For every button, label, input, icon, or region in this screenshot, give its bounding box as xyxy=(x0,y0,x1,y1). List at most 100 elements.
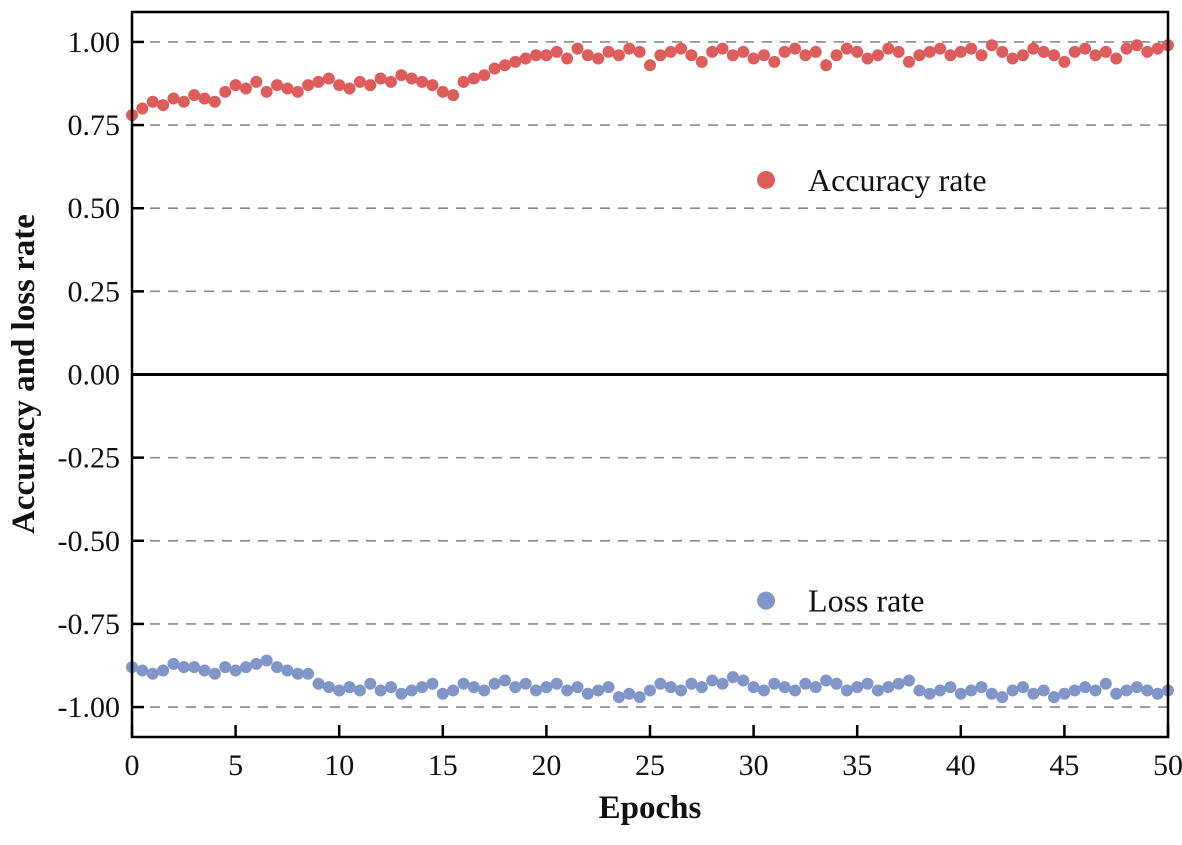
data-point xyxy=(1068,684,1081,697)
data-point xyxy=(157,99,170,112)
data-point xyxy=(1099,45,1112,58)
data-point xyxy=(271,661,284,674)
data-point xyxy=(447,89,460,102)
data-point xyxy=(571,42,584,55)
data-point xyxy=(322,72,335,85)
data-point xyxy=(157,664,170,677)
data-point xyxy=(592,52,605,65)
plot-frame xyxy=(130,10,1170,739)
data-point xyxy=(892,677,905,690)
data-point xyxy=(1130,681,1143,694)
data-point xyxy=(312,677,325,690)
data-point xyxy=(1058,687,1071,700)
data-point xyxy=(1006,684,1019,697)
data-point xyxy=(685,49,698,62)
legend-label: Loss rate xyxy=(808,583,924,619)
data-point xyxy=(229,79,242,92)
data-point xyxy=(757,49,770,62)
data-point xyxy=(1016,681,1029,694)
data-point xyxy=(602,681,615,694)
data-point xyxy=(426,79,439,92)
data-point xyxy=(809,681,822,694)
data-point xyxy=(374,72,387,85)
x-tick-label: 35 xyxy=(842,749,872,782)
chart-legend: Accuracy rate Loss rate xyxy=(757,162,987,619)
axis-tick-labels: 1.00 0.75 0.50 0.25 0.00 -0.25 -0.50 -0.75 -1.00… xyxy=(58,26,1182,782)
data-point xyxy=(530,684,543,697)
data-point xyxy=(695,681,708,694)
data-point xyxy=(1037,684,1050,697)
data-point xyxy=(136,664,149,677)
data-point xyxy=(457,677,470,690)
data-point xyxy=(405,72,418,85)
data-point xyxy=(530,49,543,62)
x-tick-label: 50 xyxy=(1153,749,1182,782)
x-tick-label: 45 xyxy=(1049,749,1079,782)
y-tick-label: -1.00 xyxy=(58,691,121,724)
data-point xyxy=(1151,687,1164,700)
data-point xyxy=(561,684,574,697)
data-point xyxy=(167,657,180,670)
gridlines xyxy=(132,41,1168,708)
data-point xyxy=(540,49,553,62)
data-point xyxy=(395,687,408,700)
data-point xyxy=(1120,684,1133,697)
data-point xyxy=(208,95,221,108)
data-point xyxy=(519,677,532,690)
data-point xyxy=(426,677,439,690)
data-point xyxy=(436,85,449,98)
data-point xyxy=(747,681,760,694)
x-tick-label: 15 xyxy=(428,749,458,782)
data-point xyxy=(903,55,915,68)
data-point xyxy=(250,75,263,88)
data-point xyxy=(260,654,273,667)
data-point xyxy=(416,681,429,694)
data-point xyxy=(1048,49,1061,62)
data-point xyxy=(219,661,232,674)
data-point xyxy=(602,45,615,58)
data-point xyxy=(188,661,201,674)
data-point xyxy=(374,684,387,697)
data-point xyxy=(146,667,159,680)
data-point xyxy=(871,49,884,62)
data-point xyxy=(1141,45,1154,58)
data-point xyxy=(675,684,688,697)
data-point xyxy=(944,49,957,62)
data-point xyxy=(198,92,211,105)
data-point xyxy=(1058,55,1071,68)
data-point xyxy=(923,45,936,58)
data-point xyxy=(519,52,532,65)
y-tick-label: 0.25 xyxy=(68,275,121,308)
data-point xyxy=(177,95,190,108)
y-tick-label: 0.50 xyxy=(68,192,121,225)
data-point xyxy=(343,82,356,95)
data-point xyxy=(364,677,377,690)
data-point xyxy=(768,55,781,68)
data-point xyxy=(353,684,366,697)
data-point xyxy=(488,62,501,75)
data-point xyxy=(903,674,915,687)
data-point xyxy=(385,681,397,694)
data-point xyxy=(985,39,998,52)
x-tick-label: 10 xyxy=(324,749,354,782)
data-point xyxy=(923,687,936,700)
data-point xyxy=(353,75,366,88)
data-point xyxy=(488,677,501,690)
data-point xyxy=(799,49,812,62)
data-point xyxy=(654,677,667,690)
data-point xyxy=(229,664,242,677)
data-point xyxy=(271,79,284,92)
data-point xyxy=(498,674,511,687)
data-point xyxy=(789,42,802,55)
x-axis-title: Epochs xyxy=(599,790,702,826)
data-point xyxy=(146,95,159,108)
data-point xyxy=(778,45,791,58)
data-point xyxy=(136,102,149,115)
data-point xyxy=(851,45,864,58)
y-tick-label: -0.25 xyxy=(58,442,121,475)
data-point xyxy=(405,684,418,697)
data-point xyxy=(830,677,843,690)
data-point xyxy=(737,45,750,58)
data-point xyxy=(550,45,563,58)
data-point xyxy=(654,49,667,62)
